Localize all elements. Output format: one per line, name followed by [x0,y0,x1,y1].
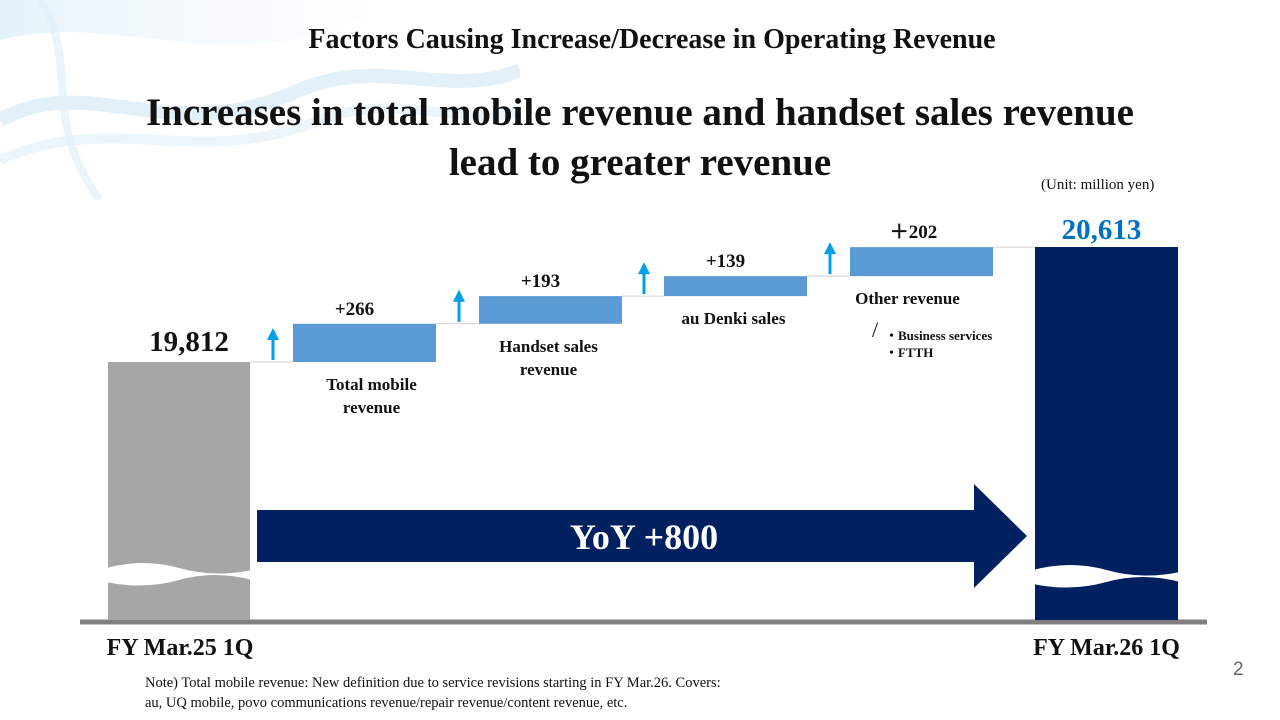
step-bar [293,323,436,362]
background-wave-decoration [0,0,520,200]
step-detail-item: ・Business services [885,328,992,343]
step-delta-label: +266 [335,299,374,320]
step-bar [479,296,622,324]
unit-label: (Unit: million yen) [1041,177,1155,193]
step-bar [664,276,807,297]
footnote-line-2: au, UQ mobile, povo communications reven… [145,695,628,711]
step-up-arrow-head [453,289,465,302]
footnote: Note) Total mobile revenue: New definiti… [145,673,721,713]
step-name-label: Handset sales [499,337,598,356]
step-up-arrow-head [638,262,650,275]
yoy-label: YoY +800 [570,517,718,557]
step-up-arrow-head [267,328,279,340]
page-number: 2 [1233,659,1244,680]
end-value-label: 20,613 [1062,214,1142,246]
step-name-label: Other revenue [855,289,960,308]
section-title: Factors Causing Increase/Decrease in Ope… [308,24,996,55]
end-bar [1035,247,1178,620]
step-bar [850,247,993,277]
yoy-arrow [257,484,1027,588]
slide-headline: Increases in total mobile revenue and ha… [0,88,1280,188]
step-up-arrow-head [824,242,836,255]
step-detail-mark: / [872,317,879,342]
start-category-label: FY Mar.25 1Q [107,635,254,661]
headline-line-2: lead to greater revenue [448,141,832,184]
step-name-label: revenue [343,398,401,417]
step-name-label: au Denki sales [682,309,786,328]
step-name-label: revenue [520,360,578,379]
start-bar-axis-break [106,563,252,586]
step-delta-label: ＋202 [890,222,938,243]
start-value-label: 19,812 [149,326,229,358]
end-bar-axis-break [1033,565,1180,588]
step-detail-item: ・FTTH [885,345,933,360]
step-name-label: Total mobile [326,375,417,394]
step-delta-label: +193 [521,271,560,292]
step-delta-label: +139 [706,251,745,272]
footnote-line-1: Note) Total mobile revenue: New definiti… [145,675,721,691]
end-category-label: FY Mar.26 1Q [1033,635,1180,661]
headline-line-1: Increases in total mobile revenue and ha… [145,91,1134,134]
